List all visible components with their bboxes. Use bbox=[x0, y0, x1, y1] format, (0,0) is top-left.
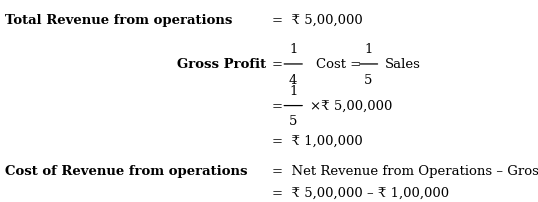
Text: =  ₹ 5,00,000: = ₹ 5,00,000 bbox=[272, 14, 363, 27]
Text: =  Net Revenue from Operations – Gross Profit: = Net Revenue from Operations – Gross Pr… bbox=[272, 164, 538, 177]
Text: 1: 1 bbox=[289, 43, 298, 56]
Text: ×₹ 5,00,000: ×₹ 5,00,000 bbox=[310, 100, 393, 113]
Text: =  ₹ 5,00,000 – ₹ 1,00,000: = ₹ 5,00,000 – ₹ 1,00,000 bbox=[272, 185, 449, 198]
Text: 1: 1 bbox=[289, 84, 298, 97]
Text: =: = bbox=[272, 100, 282, 113]
Text: Cost =: Cost = bbox=[316, 58, 362, 71]
Text: 5: 5 bbox=[364, 73, 373, 86]
Text: 4: 4 bbox=[289, 73, 298, 86]
Text: Gross Profit: Gross Profit bbox=[177, 58, 266, 71]
Text: =  ₹ 1,00,000: = ₹ 1,00,000 bbox=[272, 134, 363, 147]
Text: Total Revenue from operations: Total Revenue from operations bbox=[5, 14, 233, 27]
Text: =: = bbox=[272, 58, 282, 71]
Text: 5: 5 bbox=[289, 115, 298, 128]
Text: Sales: Sales bbox=[385, 58, 421, 71]
Text: Cost of Revenue from operations: Cost of Revenue from operations bbox=[5, 164, 248, 177]
Text: 1: 1 bbox=[364, 43, 373, 56]
